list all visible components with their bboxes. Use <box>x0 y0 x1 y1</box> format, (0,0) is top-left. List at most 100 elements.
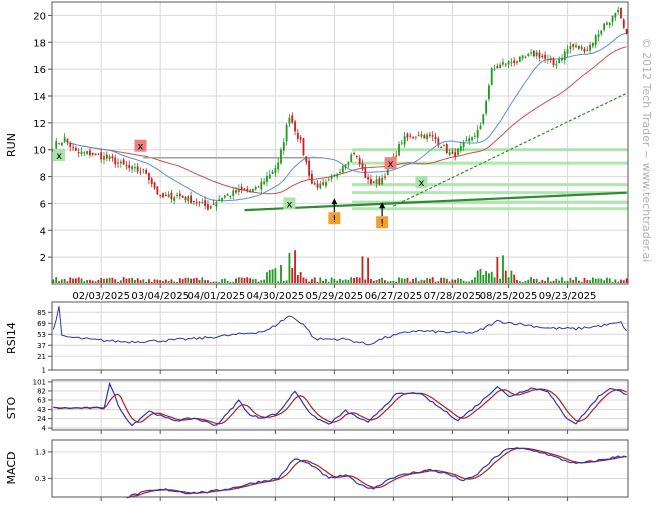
candle-body <box>336 174 339 177</box>
volume-bar <box>530 277 532 283</box>
candle-body <box>586 50 589 52</box>
support-dashed-trendline <box>393 92 627 207</box>
candle-body <box>302 138 305 155</box>
candle-body <box>164 195 167 197</box>
candle-body <box>111 156 114 159</box>
volume-bar <box>215 281 218 283</box>
candle-body <box>372 181 375 183</box>
candle-body <box>549 58 552 61</box>
rsi-tick-label: 1 <box>42 367 46 375</box>
candle-body <box>296 132 299 139</box>
volume-bar <box>94 281 97 283</box>
candle-body <box>162 193 164 198</box>
candle-body <box>66 139 69 143</box>
candle-body <box>207 204 209 210</box>
volume-bar <box>167 281 170 283</box>
buy-signal-marker: x <box>283 197 296 210</box>
candle-body <box>325 182 327 186</box>
volume-bar <box>131 277 133 283</box>
candle-body <box>412 137 414 139</box>
volume-bar <box>468 281 471 283</box>
candle-body <box>541 55 544 58</box>
volume-bar <box>600 278 603 283</box>
date-tick-label: 05/29/2025 <box>306 291 364 302</box>
volume-bar <box>97 279 100 283</box>
volume-bar <box>552 280 555 283</box>
volume-bar <box>237 277 240 283</box>
candle-body <box>280 149 282 164</box>
volume-bar <box>164 279 167 283</box>
sto-value-line <box>53 381 627 427</box>
candle-body <box>80 151 83 154</box>
sto-tick-label: 24 <box>37 415 46 423</box>
candle-body <box>347 161 350 165</box>
volume-bar <box>457 278 459 283</box>
candle-body <box>502 62 504 65</box>
volume-bar <box>547 277 549 283</box>
candle-body <box>575 45 577 48</box>
candle-body <box>476 129 479 138</box>
volume-bar <box>476 270 479 283</box>
volume-bar <box>400 278 403 283</box>
candle-body <box>420 134 423 137</box>
candle-body <box>600 30 603 35</box>
candle-body <box>97 153 100 155</box>
candle-body <box>473 135 476 137</box>
candle-body <box>139 171 142 173</box>
volume-bar <box>423 280 426 283</box>
candle-body <box>468 138 471 142</box>
sto-tick-label: 101 <box>33 378 46 386</box>
buy-marker-box <box>53 149 66 162</box>
candle-body <box>482 114 485 124</box>
volume-bar <box>86 280 89 283</box>
candle-body <box>409 135 412 137</box>
candle-body <box>108 156 111 160</box>
price-tick-label: 10 <box>33 146 46 157</box>
candle-body <box>381 177 384 185</box>
volume-bar <box>117 281 119 283</box>
date-tick-label: 04/01/2025 <box>188 291 246 302</box>
volume-bar <box>246 277 249 283</box>
volume-bar <box>178 278 181 283</box>
candle-body <box>572 43 575 47</box>
volume-bar <box>344 279 347 283</box>
volume-bar <box>235 278 237 283</box>
volume-bar <box>254 278 257 283</box>
candle-body <box>535 52 538 56</box>
candle-body <box>488 85 490 99</box>
volume-bar <box>201 277 204 283</box>
candle-body <box>544 54 547 59</box>
candle-body <box>170 192 173 200</box>
support-trendline <box>244 191 627 212</box>
candle-body <box>454 152 457 157</box>
volume-bar <box>454 279 457 283</box>
volume-bar <box>114 279 117 283</box>
volume-bar <box>192 278 195 283</box>
candle-body <box>620 7 622 19</box>
price-tick-label: 6 <box>40 199 46 210</box>
volume-bar <box>221 279 223 283</box>
candle-body <box>212 203 215 205</box>
volume-bar <box>434 281 437 283</box>
volume-bar <box>378 278 381 283</box>
candle-body <box>516 61 518 63</box>
volume-bar <box>569 277 572 283</box>
volume-bar <box>195 277 198 283</box>
volume-bar <box>83 281 86 283</box>
volume-bar <box>485 271 488 283</box>
rsi-panel: 1 21 37 53 69 85 <box>37 301 629 375</box>
volume-bar <box>52 279 55 283</box>
price-tick-label: 4 <box>40 226 46 237</box>
candle-body <box>153 182 156 189</box>
rsi-frame <box>51 301 629 371</box>
sell-marker-box <box>384 157 397 170</box>
alert-marker-box <box>328 212 341 225</box>
candle-body <box>532 50 535 57</box>
volume-bar <box>184 277 187 283</box>
sto-tick-label: 4 <box>42 425 47 433</box>
candle-body <box>310 173 313 184</box>
candle-body <box>192 200 195 202</box>
candle-body <box>268 174 271 179</box>
macd-value-line <box>126 447 627 499</box>
candle-body <box>291 115 294 123</box>
